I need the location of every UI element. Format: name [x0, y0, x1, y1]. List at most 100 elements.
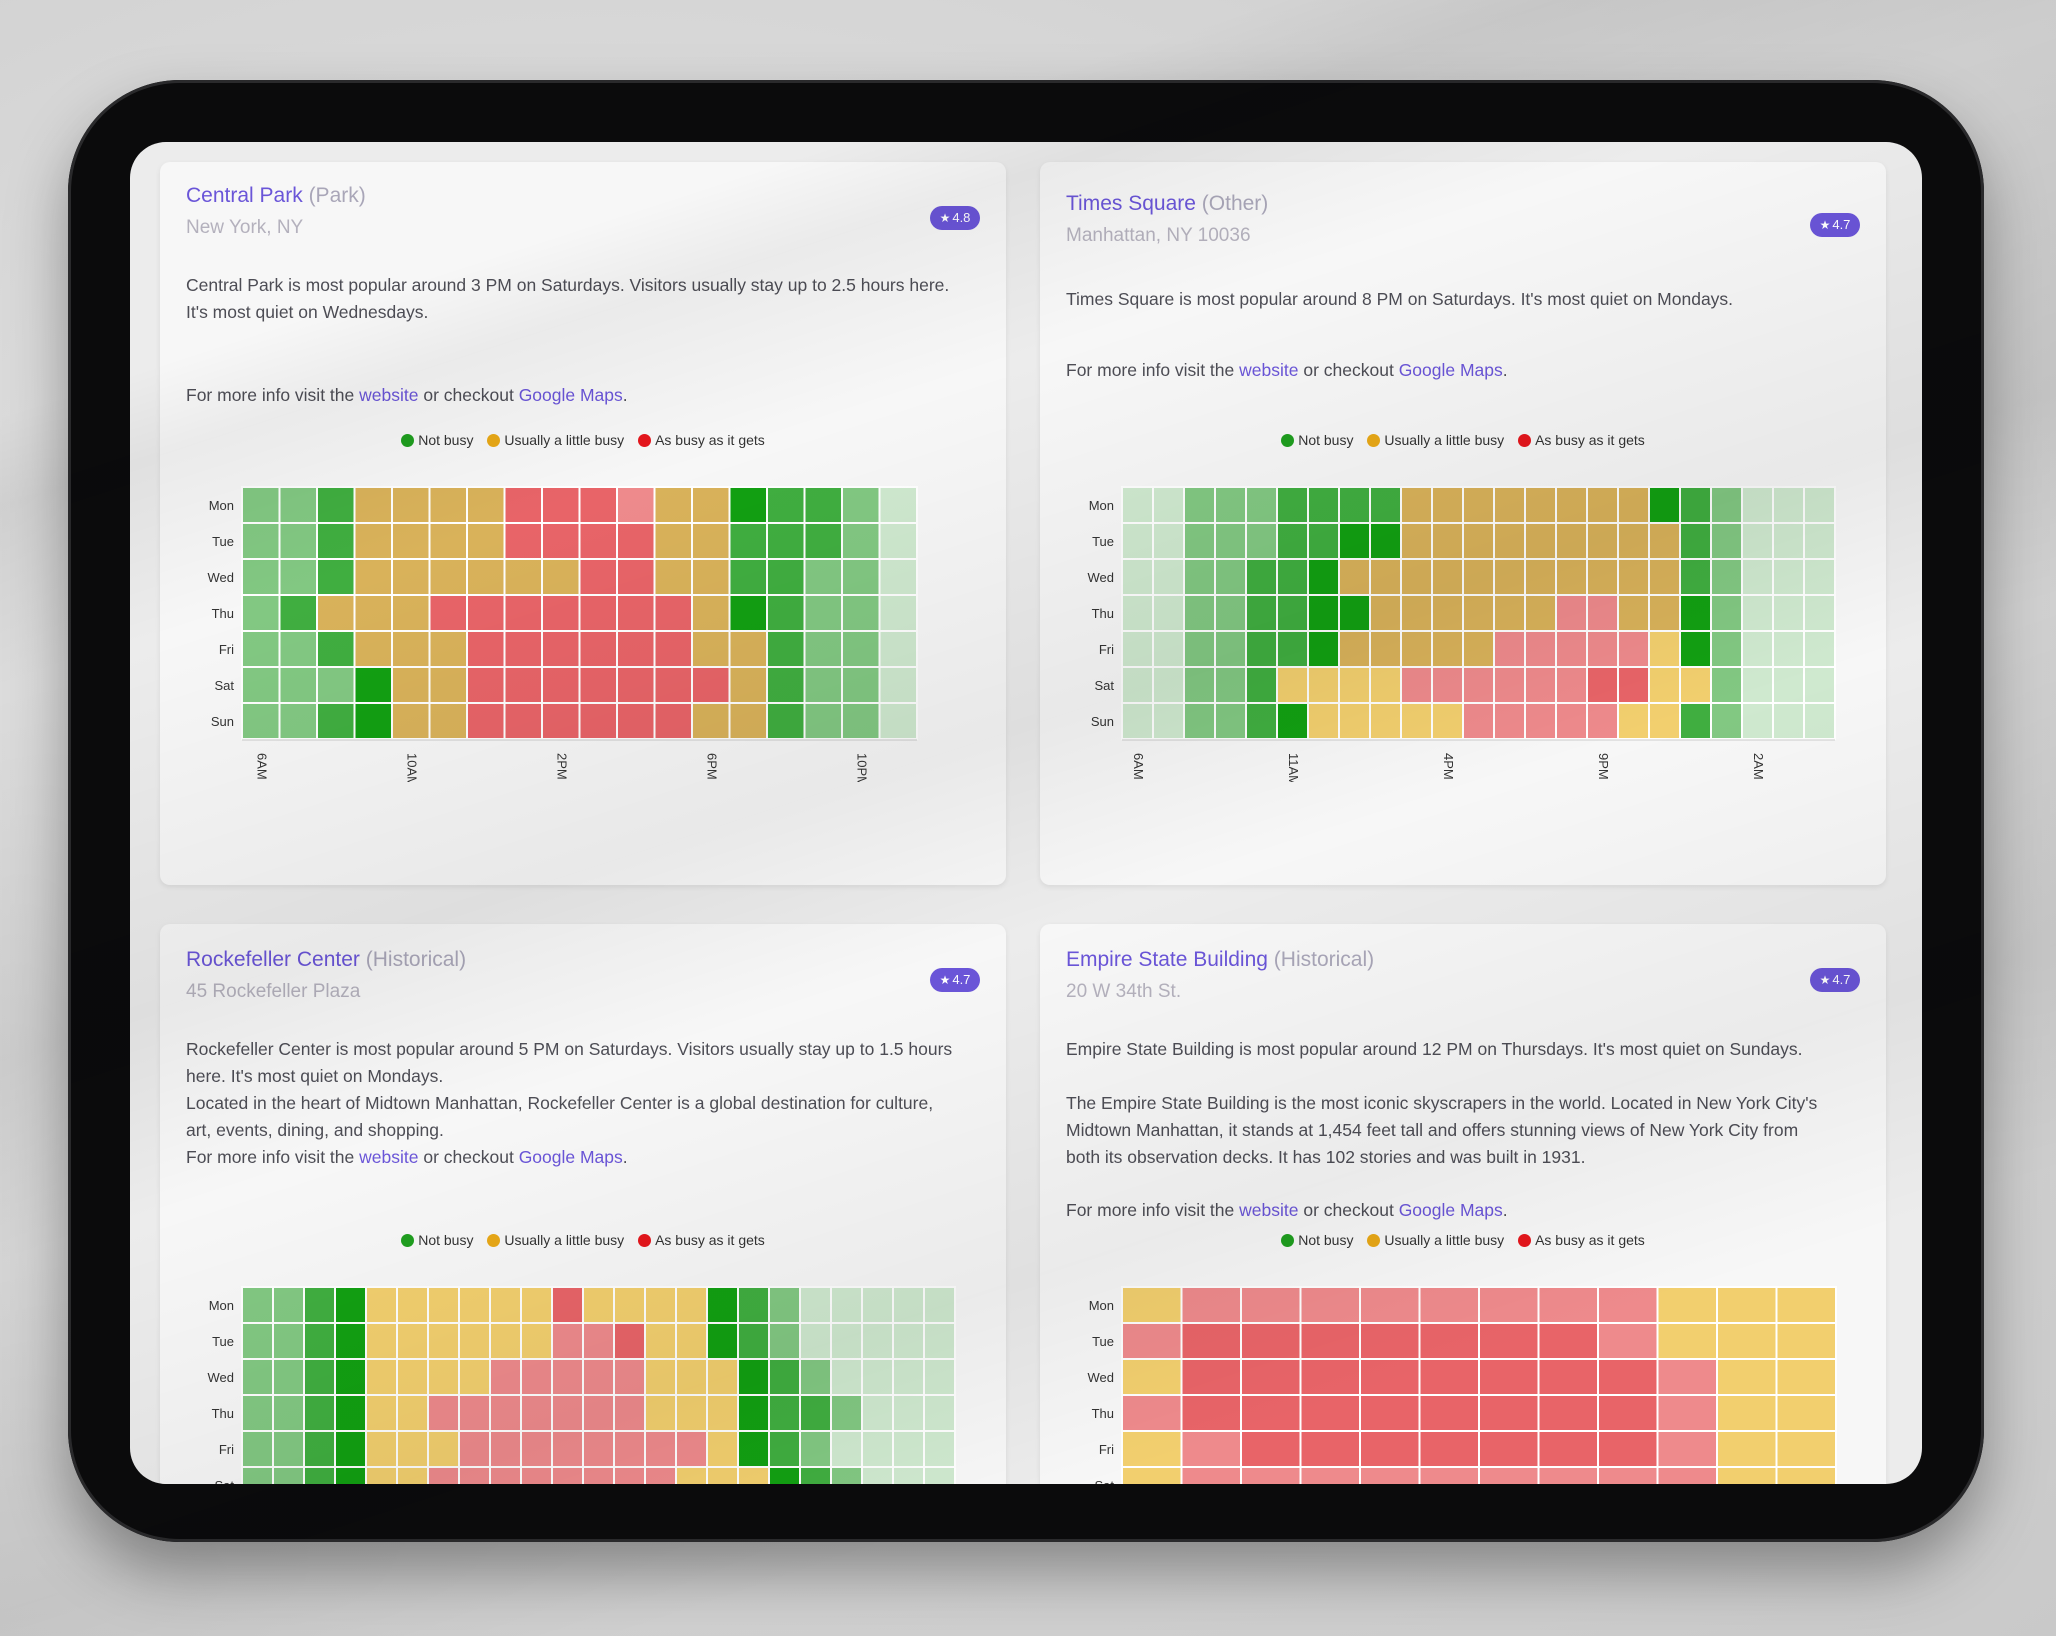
heatmap-cell[interactable] — [799, 1322, 832, 1360]
heatmap-cell[interactable] — [334, 1466, 367, 1484]
heatmap-cell[interactable] — [675, 1358, 708, 1396]
heatmap-cell[interactable] — [1245, 630, 1278, 668]
heatmap-cell[interactable] — [613, 1286, 646, 1324]
heatmap-cell[interactable] — [616, 594, 656, 632]
heatmap-cell[interactable] — [503, 522, 543, 560]
heatmap-cell[interactable] — [1775, 1322, 1837, 1360]
heatmap-cell[interactable] — [1597, 1430, 1659, 1468]
heatmap-cell[interactable] — [466, 522, 506, 560]
heatmap-cell[interactable] — [428, 594, 468, 632]
heatmap-cell[interactable] — [1180, 1358, 1242, 1396]
heatmap-cell[interactable] — [841, 522, 881, 560]
heatmap-cell[interactable] — [737, 1466, 770, 1484]
heatmap-cell[interactable] — [1555, 594, 1588, 632]
place-name[interactable]: Central Park — [186, 184, 303, 207]
heatmap-cell[interactable] — [923, 1430, 956, 1468]
heatmap-cell[interactable] — [1586, 630, 1619, 668]
heatmap-cell[interactable] — [1299, 1466, 1361, 1484]
heatmap-cell[interactable] — [1369, 594, 1402, 632]
heatmap-cell[interactable] — [353, 558, 393, 596]
heatmap-cell[interactable] — [365, 1394, 398, 1432]
heatmap-cell[interactable] — [1597, 1358, 1659, 1396]
heatmap-cell[interactable] — [391, 594, 431, 632]
heatmap-cell[interactable] — [1648, 486, 1681, 524]
heatmap-cell[interactable] — [278, 522, 318, 560]
heatmap-cell[interactable] — [768, 1430, 801, 1468]
heatmap-cell[interactable] — [520, 1394, 553, 1432]
heatmap-cell[interactable] — [728, 630, 768, 668]
heatmap-cell[interactable] — [241, 1394, 274, 1432]
heatmap-cell[interactable] — [1710, 522, 1743, 560]
heatmap-cell[interactable] — [737, 1394, 770, 1432]
heatmap-cell[interactable] — [1214, 666, 1247, 704]
heatmap-cell[interactable] — [878, 558, 918, 596]
heatmap-cell[interactable] — [582, 1358, 615, 1396]
heatmap-cell[interactable] — [1679, 666, 1712, 704]
heatmap-cell[interactable] — [1431, 666, 1464, 704]
heatmap-cell[interactable] — [1418, 1430, 1480, 1468]
heatmap-cell[interactable] — [1648, 558, 1681, 596]
heatmap-cell[interactable] — [1493, 702, 1526, 740]
heatmap-cell[interactable] — [1121, 522, 1154, 560]
heatmap-cell[interactable] — [1741, 702, 1774, 740]
heatmap-cell[interactable] — [1431, 522, 1464, 560]
heatmap-cell[interactable] — [728, 594, 768, 632]
heatmap-cell[interactable] — [391, 666, 431, 704]
heatmap-cell[interactable] — [1524, 630, 1557, 668]
heatmap-cell[interactable] — [1431, 702, 1464, 740]
heatmap-cell[interactable] — [878, 666, 918, 704]
heatmap-cell[interactable] — [653, 666, 693, 704]
heatmap-cell[interactable] — [644, 1430, 677, 1468]
heatmap-cell[interactable] — [737, 1286, 770, 1324]
heatmap-cell[interactable] — [1555, 486, 1588, 524]
heatmap-cell[interactable] — [272, 1322, 305, 1360]
heatmap-cell[interactable] — [278, 486, 318, 524]
heatmap-cell[interactable] — [458, 1322, 491, 1360]
heatmap-cell[interactable] — [520, 1430, 553, 1468]
heatmap-cell[interactable] — [768, 1358, 801, 1396]
heatmap-cell[interactable] — [1152, 702, 1185, 740]
heatmap-cell[interactable] — [1245, 558, 1278, 596]
heatmap-cell[interactable] — [391, 702, 431, 740]
heatmap-cell[interactable] — [1214, 522, 1247, 560]
heatmap-cell[interactable] — [1775, 1430, 1837, 1468]
heatmap-cell[interactable] — [653, 594, 693, 632]
heatmap-cell[interactable] — [799, 1358, 832, 1396]
heatmap-cell[interactable] — [541, 630, 581, 668]
heatmap-cell[interactable] — [578, 558, 618, 596]
heatmap-cell[interactable] — [582, 1322, 615, 1360]
heatmap-cell[interactable] — [551, 1358, 584, 1396]
heatmap-cell[interactable] — [391, 558, 431, 596]
heatmap-cell[interactable] — [861, 1394, 894, 1432]
heatmap-cell[interactable] — [541, 666, 581, 704]
heatmap-cell[interactable] — [396, 1394, 429, 1432]
heatmap-cell[interactable] — [1679, 486, 1712, 524]
heatmap-cell[interactable] — [316, 630, 356, 668]
place-title[interactable]: Times Square (Other) — [1066, 192, 1268, 216]
heatmap-cell[interactable] — [1679, 702, 1712, 740]
heatmap-cell[interactable] — [892, 1358, 925, 1396]
heatmap-cell[interactable] — [1121, 558, 1154, 596]
heatmap-cell[interactable] — [1369, 486, 1402, 524]
heatmap-cell[interactable] — [1418, 1466, 1480, 1484]
heatmap-cell[interactable] — [1462, 558, 1495, 596]
heatmap-cell[interactable] — [1180, 1322, 1242, 1360]
heatmap-cell[interactable] — [1299, 1358, 1361, 1396]
heatmap-cell[interactable] — [1679, 522, 1712, 560]
heatmap-cell[interactable] — [1679, 594, 1712, 632]
heatmap-cell[interactable] — [1338, 702, 1371, 740]
place-title[interactable]: Central Park (Park) — [186, 184, 366, 208]
heatmap-cell[interactable] — [1418, 1394, 1480, 1432]
heatmap-cell[interactable] — [706, 1430, 739, 1468]
heatmap-cell[interactable] — [551, 1466, 584, 1484]
heatmap-cell[interactable] — [303, 1358, 336, 1396]
heatmap-cell[interactable] — [1121, 666, 1154, 704]
heatmap-cell[interactable] — [1400, 630, 1433, 668]
heatmap-cell[interactable] — [1803, 594, 1836, 632]
heatmap-cell[interactable] — [923, 1394, 956, 1432]
heatmap-cell[interactable] — [396, 1466, 429, 1484]
heatmap-cell[interactable] — [578, 486, 618, 524]
heatmap-cell[interactable] — [1537, 1430, 1599, 1468]
heatmap-cell[interactable] — [1493, 594, 1526, 632]
heatmap-cell[interactable] — [653, 558, 693, 596]
